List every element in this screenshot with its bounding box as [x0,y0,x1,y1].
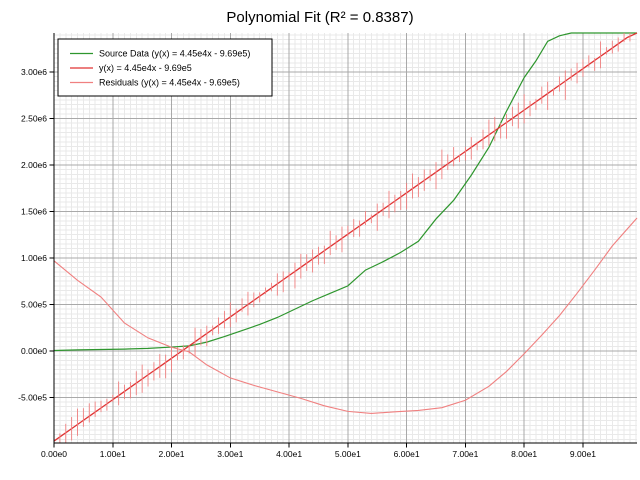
y-tick-label: 3.00e6 [21,67,47,77]
x-tick-label: 3.00e1 [217,449,243,459]
chart-title: Polynomial Fit (R² = 0.8387) [226,9,413,26]
y-tick-label: -5.00e5 [18,392,47,402]
legend: Source Data (y(x) = 4.45e4x - 9.69e5) y(… [57,38,273,97]
x-tick-label: 6.00e1 [394,449,420,459]
legend-box [57,38,273,97]
x-tick-label: 1.00e1 [100,449,126,459]
y-tick-label: 2.50e6 [21,114,47,124]
x-tick-label: 8.00e1 [511,449,537,459]
y-tick-label: 1.50e6 [21,207,47,217]
tick-label-layer: 0.00e0 1.00e1 2.00e1 3.00e1 4.00e1 5.00e1 6.00… [18,67,596,459]
x-tick-label: 5.00e1 [335,449,361,459]
series-layer [53,32,638,443]
y-tick-label: 5.00e5 [21,299,47,309]
x-tick-label: 0.00e0 [41,449,67,459]
legend-label-fit: y(x) = 4.45e4x - 9.69e5 [99,63,192,73]
grid-major-layer [53,33,637,443]
y-tick-label: 2.00e6 [21,160,47,170]
x-tick-label: 9.00e1 [570,449,596,459]
x-tick-label: 7.00e1 [452,449,478,459]
y-tick-label: 1.00e6 [21,253,47,263]
residuals-line [53,217,638,414]
x-tick-label: 2.00e1 [159,449,185,459]
source-data-line [53,32,637,352]
axes-layer [49,33,637,448]
legend-label-residuals: Residuals (y(x) = 4.45e4x - 9.69e5) [99,78,240,88]
x-tick-label: 4.00e1 [276,449,302,459]
y-tick-label: 0.00e0 [21,346,47,356]
fit-line [53,32,638,442]
legend-label-source-data: Source Data (y(x) = 4.45e4x - 9.69e5) [99,49,250,59]
